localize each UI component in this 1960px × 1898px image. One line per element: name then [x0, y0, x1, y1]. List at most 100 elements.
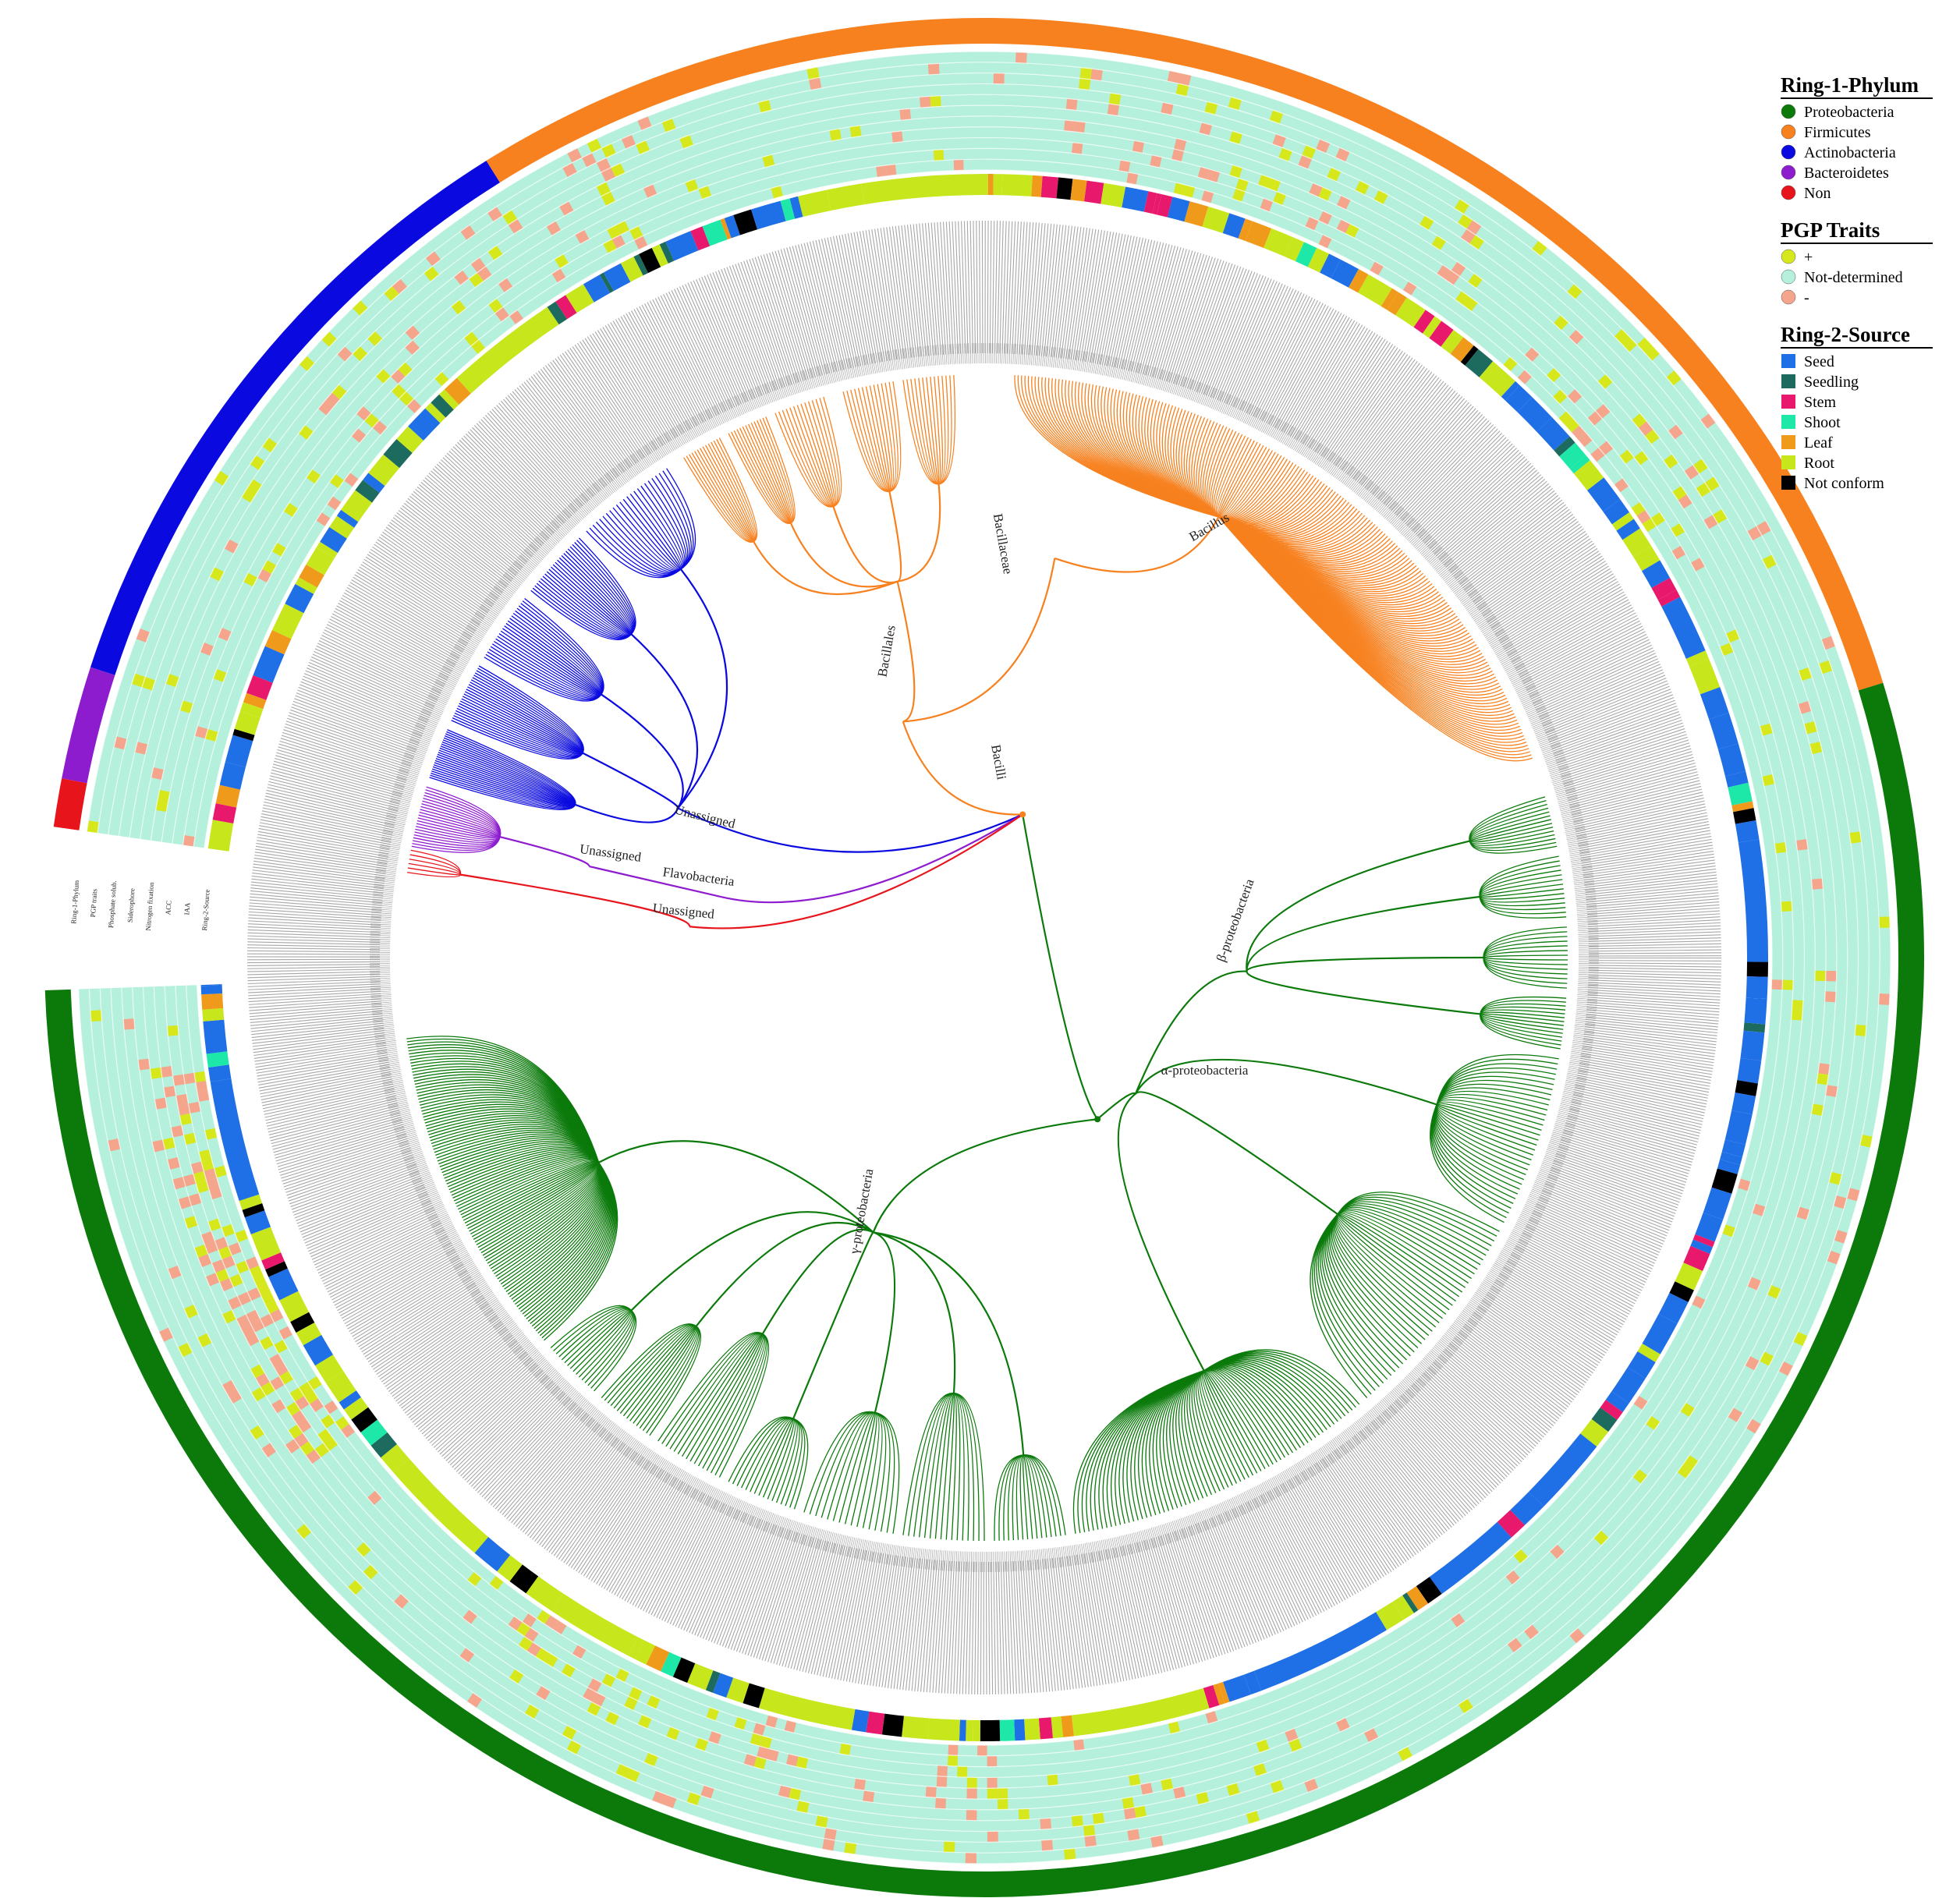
- heatmap-cell: [1150, 1835, 1164, 1848]
- heatmap-cell: [997, 1798, 1008, 1810]
- heatmap-cell: [647, 1694, 661, 1709]
- source-segment: [1724, 1110, 1753, 1145]
- tree-leaf-branch: [416, 823, 501, 839]
- heatmap-cell: [235, 1260, 250, 1274]
- tree-leaf-branch: [888, 381, 898, 492]
- source-segment: [219, 762, 246, 790]
- heatmap-cell: [637, 116, 652, 131]
- tree-leaf-branch: [1203, 1370, 1262, 1471]
- heatmap-cell: [1302, 145, 1317, 160]
- legend-label: Bacteroidetes: [1804, 165, 1889, 182]
- source-segment: [927, 1718, 960, 1741]
- tree-leaf-branch: [669, 1333, 764, 1450]
- legend-label: Stem: [1804, 394, 1837, 411]
- heatmap-cell: [1720, 643, 1734, 657]
- heatmap-cell: [1793, 1331, 1808, 1347]
- tree-leaf-branch: [474, 1162, 600, 1243]
- heatmap-cell: [806, 66, 820, 80]
- heatmap-cell: [1298, 154, 1312, 169]
- heatmap-cell: [321, 331, 337, 347]
- heatmap-cell: [771, 186, 783, 199]
- heatmap-cell: [700, 1785, 714, 1799]
- heatmap-cell: [621, 134, 636, 149]
- heatmap-cell: [1079, 78, 1091, 90]
- heatmap-cell: [1175, 83, 1189, 97]
- source-segment: [210, 1078, 260, 1201]
- heatmap-cell: [347, 1579, 363, 1595]
- tree-leaf-branch: [1337, 1212, 1469, 1284]
- heatmap-cell: [652, 1790, 667, 1805]
- heatmap-cell: [1065, 98, 1078, 111]
- tree-leaf-branch: [938, 375, 949, 485]
- tree-leaf-branch: [629, 493, 682, 570]
- heatmap-cell: [1804, 721, 1818, 735]
- heatmap-cell: [150, 1067, 162, 1079]
- tree-leaf-branch: [1436, 1104, 1534, 1156]
- source-segment: [1603, 499, 1630, 525]
- source-segment: [1253, 1612, 1387, 1691]
- tree-branch: [582, 752, 679, 809]
- source-segment: [1580, 1418, 1609, 1447]
- heatmap-cell: [259, 1336, 274, 1351]
- tree-leaf-branch: [610, 1325, 697, 1407]
- heatmap-cell: [637, 1714, 652, 1729]
- legend-swatch: [1781, 289, 1796, 305]
- tree-leaf-branch: [1483, 957, 1568, 961]
- source-segment: [1709, 713, 1738, 749]
- tree-leaf-branch: [1202, 1370, 1249, 1478]
- tree-leaf-branch: [697, 1333, 764, 1467]
- tree-leaf-branch: [1483, 940, 1568, 958]
- heatmap-cell: [1285, 1728, 1299, 1743]
- source-segment: [239, 1194, 263, 1210]
- heatmap-cell: [1267, 178, 1281, 192]
- tree-leaf-branch: [578, 1310, 633, 1378]
- tree-leaf-branch: [998, 1454, 1024, 1541]
- tree-leaf-branch: [441, 741, 576, 806]
- tree-leaf-branch: [569, 1309, 633, 1369]
- tree-leaf-branch: [581, 1310, 633, 1381]
- source-segment: [1616, 519, 1640, 540]
- heatmap-cell: [224, 539, 239, 554]
- heatmap-cell: [197, 1333, 212, 1347]
- tree-leaf-branch: [433, 764, 576, 807]
- heatmap-cell: [167, 1025, 179, 1036]
- heatmap-cell: [1363, 1727, 1379, 1743]
- source-segment: [1743, 1022, 1766, 1033]
- tree-leaf-branch: [953, 1392, 961, 1541]
- source-segment: [1450, 337, 1474, 363]
- heatmap-cell: [662, 1794, 677, 1809]
- tree-branch: [1246, 956, 1484, 972]
- tree-leaf-branch: [1469, 815, 1551, 842]
- heatmap-cell: [1041, 1840, 1054, 1851]
- tree-leaf-branch: [696, 449, 754, 543]
- legend-label: Seed: [1804, 353, 1834, 370]
- source-segment: [1056, 177, 1073, 200]
- source-segment: [1731, 801, 1754, 813]
- heatmap-cell: [1204, 101, 1218, 115]
- source-segment: [296, 1323, 322, 1346]
- source-segment: [207, 1064, 232, 1082]
- tree-branch: [499, 836, 590, 867]
- tree-leaf-branch: [616, 1325, 697, 1411]
- heatmap-cell: [708, 1730, 721, 1745]
- source-segment: [1402, 1592, 1419, 1613]
- heatmap-cell: [1246, 1810, 1260, 1825]
- heatmap-cell: [1309, 182, 1323, 197]
- heatmap-cell: [1064, 119, 1076, 132]
- source-segment: [265, 1261, 288, 1277]
- tree-leaf-branch: [636, 1326, 698, 1426]
- source-segment: [497, 1555, 523, 1581]
- source-segment: [687, 1663, 714, 1691]
- tree-leaf-branch: [552, 564, 632, 635]
- source-segment: [1218, 1681, 1230, 1704]
- tree-leaf-branch: [953, 1392, 980, 1541]
- heatmap-cell: [198, 1149, 212, 1162]
- clade-label: Bacillales: [875, 624, 898, 678]
- clade-label: Unassigned: [652, 901, 715, 922]
- source-segment: [212, 803, 237, 824]
- heatmap-cell: [551, 268, 566, 283]
- source-segment: [599, 272, 614, 293]
- tree-leaf-branch: [1197, 1370, 1233, 1486]
- tree-leaf-branch: [561, 555, 633, 635]
